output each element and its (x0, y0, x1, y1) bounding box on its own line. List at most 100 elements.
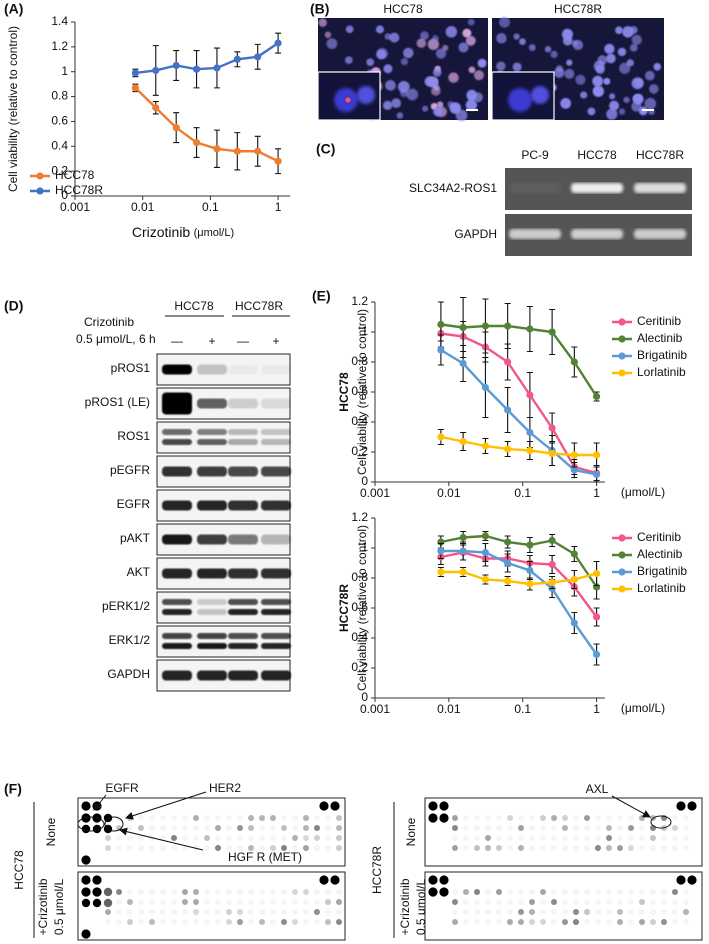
array-spot (463, 845, 469, 851)
array-spot (105, 835, 111, 841)
array-spot (485, 845, 491, 851)
array-spot (518, 899, 524, 905)
y-tick-label: 1.4 (51, 14, 68, 28)
array-spot (474, 825, 480, 831)
figure-layer: (A) (B) (C) (D) (E) (F) 0 0.2 0.4 0.6 0.8 1 1.2 1.4 0.… (4, 1, 703, 941)
blot-band (197, 466, 227, 477)
data-point (504, 559, 512, 567)
x-tick-label: 0.01 (131, 200, 155, 214)
cell (512, 62, 522, 72)
array-spot (606, 825, 612, 831)
series-line (440, 551, 598, 618)
array-spot (595, 835, 601, 841)
cell (400, 89, 409, 98)
y-axis-label: Cell viability (relative to control) (355, 525, 369, 691)
callout: AXL (586, 782, 609, 796)
array-spot (303, 919, 309, 925)
array-spot (617, 899, 623, 905)
array-spot (281, 845, 287, 851)
cell (420, 31, 429, 40)
series-line (440, 534, 598, 588)
array-spot (237, 815, 243, 821)
lane-label: — (171, 334, 183, 348)
array-spot (292, 825, 298, 831)
array-spot (584, 899, 590, 905)
array-spot (270, 815, 276, 821)
blot-band (162, 439, 192, 445)
x-axis-unit: (μmol/L) (194, 227, 235, 239)
gel-band (634, 183, 686, 193)
data-point (459, 359, 467, 368)
x-tick-label: 0.01 (437, 702, 461, 716)
array-spot (160, 845, 166, 851)
array-spot (138, 835, 144, 841)
blot-band (228, 609, 258, 615)
array-spot (314, 845, 320, 851)
gel-band (509, 183, 561, 193)
reference-spot (439, 875, 449, 885)
data-point (459, 437, 467, 446)
array-spot (116, 919, 122, 925)
array-spot (551, 815, 557, 821)
series-line (440, 549, 598, 656)
array-spot (182, 815, 188, 821)
blot-band (197, 670, 227, 681)
data-point (504, 322, 512, 330)
data-point (548, 536, 556, 545)
array-spot (116, 835, 122, 841)
array-spot (248, 835, 254, 841)
array-spot (474, 889, 480, 895)
array-spot (237, 845, 243, 851)
treatment-label: Crizotinib (84, 315, 134, 329)
y-tick-label: 0 (361, 690, 368, 704)
series-line (440, 435, 597, 457)
array-spot (485, 919, 491, 925)
callout: HER2 (209, 781, 241, 795)
array-spot (248, 899, 254, 905)
array-spot (573, 845, 579, 851)
array-spot (138, 919, 144, 925)
array-spot (149, 909, 155, 915)
array-spot (452, 825, 458, 831)
array-spot (474, 845, 480, 851)
array-spot (215, 889, 221, 895)
cell (397, 80, 410, 93)
array-spot (529, 909, 535, 915)
y-tick-label: 0.8 (351, 354, 368, 368)
array-spot (474, 835, 480, 841)
cell (375, 25, 384, 34)
blot-band (228, 568, 258, 579)
array-spot (237, 909, 243, 915)
lane-label: HCC78R (636, 148, 684, 162)
blot-band (197, 643, 227, 649)
array-spot (562, 835, 568, 841)
array-spot (336, 909, 342, 915)
array-spot (474, 899, 480, 905)
array-spot (683, 919, 689, 925)
data-point (526, 580, 534, 588)
array-spot (292, 909, 298, 915)
array-spot (562, 845, 568, 851)
array-spot (463, 899, 469, 905)
y-axis-label: Cell viability (relative to control) (6, 26, 20, 192)
cell (458, 42, 469, 53)
blot-label: pROS1 (LE) (85, 395, 150, 409)
array-spot (474, 815, 480, 821)
cell (623, 96, 630, 104)
array-spot (628, 919, 634, 925)
array-spot (292, 835, 298, 841)
y-tick-label: 0.4 (51, 138, 68, 152)
array-spot (138, 899, 144, 905)
blot-band (261, 568, 291, 579)
array-spot (672, 919, 678, 925)
cell (561, 28, 573, 40)
data-point (548, 328, 556, 336)
data-point (526, 446, 534, 455)
array-spot (551, 899, 557, 905)
array-spot (193, 909, 199, 915)
cell (436, 101, 444, 108)
array-spot (226, 815, 232, 821)
array-spot (259, 919, 265, 925)
x-tick-label: 0.001 (360, 702, 390, 716)
data-point (437, 568, 445, 576)
